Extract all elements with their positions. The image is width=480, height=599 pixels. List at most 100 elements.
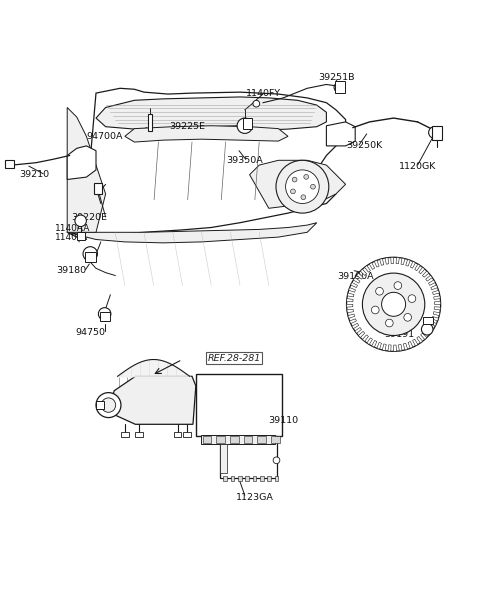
Text: 1140FA: 1140FA: [55, 232, 88, 241]
Polygon shape: [67, 107, 106, 232]
Polygon shape: [430, 321, 436, 326]
Bar: [245, 476, 249, 481]
Polygon shape: [403, 343, 408, 350]
Circle shape: [83, 247, 97, 261]
Circle shape: [394, 282, 402, 289]
Polygon shape: [434, 307, 441, 310]
Circle shape: [301, 195, 306, 199]
Bar: [183, 432, 191, 437]
Circle shape: [75, 215, 86, 226]
Bar: [230, 436, 239, 443]
Polygon shape: [433, 311, 440, 316]
Bar: [275, 476, 278, 481]
Polygon shape: [355, 328, 361, 333]
Polygon shape: [394, 345, 396, 352]
Polygon shape: [348, 288, 356, 292]
Bar: [203, 436, 211, 443]
Bar: [238, 476, 242, 481]
Text: 39210: 39210: [20, 170, 49, 179]
Polygon shape: [352, 323, 359, 329]
Polygon shape: [360, 269, 367, 276]
Polygon shape: [398, 344, 402, 351]
Bar: [196, 374, 282, 436]
Polygon shape: [351, 283, 358, 288]
Circle shape: [273, 457, 280, 464]
Polygon shape: [96, 97, 326, 132]
Circle shape: [334, 83, 344, 92]
Polygon shape: [380, 259, 384, 265]
Circle shape: [404, 313, 411, 321]
Circle shape: [382, 292, 406, 316]
Circle shape: [362, 273, 425, 335]
Text: 94700A: 94700A: [86, 132, 123, 141]
Text: 39350A: 39350A: [227, 156, 263, 165]
Bar: [335, 81, 345, 93]
Polygon shape: [396, 258, 399, 264]
Polygon shape: [410, 261, 416, 268]
Bar: [244, 436, 252, 443]
Polygon shape: [67, 88, 346, 237]
Bar: [94, 183, 102, 194]
Polygon shape: [383, 344, 386, 350]
Polygon shape: [413, 339, 418, 346]
Bar: [432, 126, 442, 140]
Bar: [174, 432, 181, 437]
Circle shape: [286, 170, 319, 204]
Polygon shape: [388, 345, 391, 351]
Polygon shape: [67, 223, 317, 243]
Polygon shape: [357, 273, 363, 279]
Polygon shape: [110, 376, 196, 424]
Polygon shape: [408, 341, 413, 348]
Polygon shape: [349, 319, 356, 323]
Polygon shape: [125, 126, 288, 142]
Circle shape: [311, 184, 315, 189]
Text: 39220E: 39220E: [71, 213, 107, 222]
Text: 39110: 39110: [268, 416, 298, 425]
Text: 39180: 39180: [56, 266, 86, 275]
Polygon shape: [426, 276, 432, 281]
Polygon shape: [385, 258, 389, 264]
Polygon shape: [419, 267, 425, 274]
Bar: [77, 232, 85, 240]
Polygon shape: [353, 277, 360, 283]
Polygon shape: [420, 333, 427, 340]
Bar: [260, 476, 264, 481]
Bar: [252, 476, 256, 481]
Circle shape: [292, 177, 297, 182]
Polygon shape: [326, 122, 355, 146]
Polygon shape: [432, 316, 439, 321]
Bar: [220, 444, 227, 473]
Polygon shape: [424, 329, 431, 335]
Circle shape: [96, 392, 121, 418]
Circle shape: [376, 288, 384, 295]
Bar: [85, 252, 96, 262]
Polygon shape: [374, 261, 379, 267]
Text: 39225E: 39225E: [169, 122, 205, 131]
Circle shape: [408, 295, 416, 302]
Bar: [267, 476, 271, 481]
Polygon shape: [372, 340, 377, 347]
Circle shape: [101, 398, 116, 412]
Circle shape: [253, 100, 260, 107]
Bar: [230, 476, 234, 481]
Polygon shape: [417, 337, 422, 343]
Polygon shape: [369, 262, 374, 270]
Bar: [423, 317, 433, 325]
Bar: [100, 311, 110, 321]
Bar: [216, 436, 225, 443]
Circle shape: [237, 118, 252, 134]
Polygon shape: [67, 146, 96, 180]
Text: 94750: 94750: [75, 328, 105, 337]
Polygon shape: [401, 258, 405, 265]
Polygon shape: [348, 314, 355, 318]
Polygon shape: [429, 280, 435, 285]
Polygon shape: [362, 335, 369, 341]
Bar: [121, 432, 129, 437]
Polygon shape: [347, 299, 353, 302]
Bar: [201, 435, 275, 443]
Polygon shape: [415, 264, 420, 271]
Bar: [223, 476, 227, 481]
Text: 39190A: 39190A: [337, 272, 373, 281]
Circle shape: [290, 189, 295, 193]
Bar: [220, 436, 277, 478]
